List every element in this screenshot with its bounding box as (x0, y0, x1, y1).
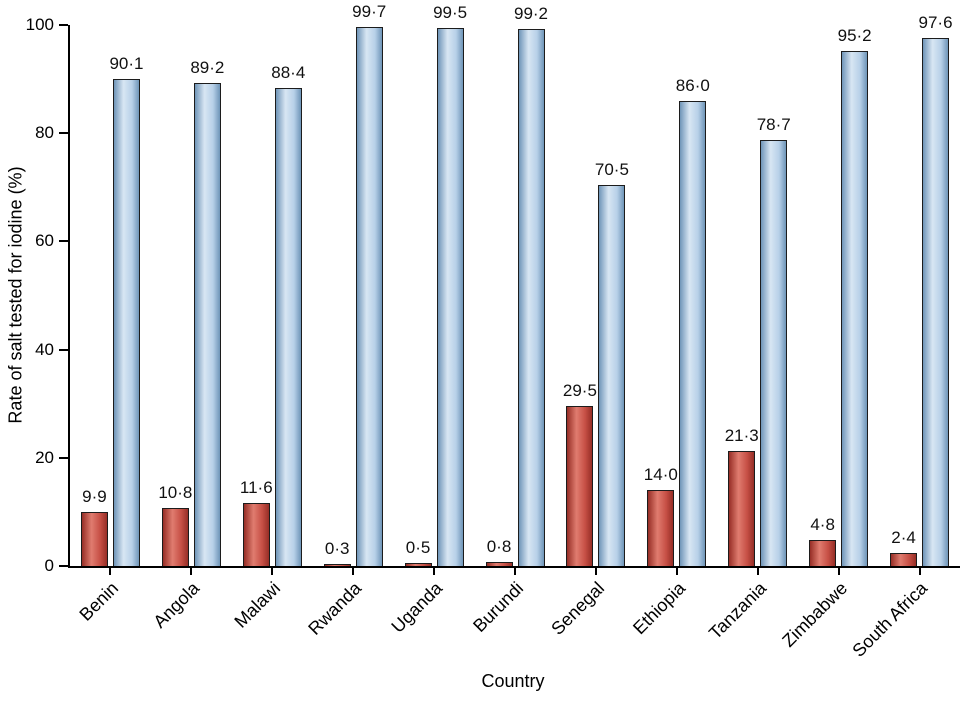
bar-value-tanzania-blue: 78·7 (756, 115, 791, 135)
x-category-label-malawi: Malawi (230, 578, 285, 632)
bar-value-malawi-red: 11·6 (239, 478, 273, 498)
bar-senegal-blue (598, 184, 626, 566)
bar-value-zimbabwe-blue: 95·2 (837, 25, 872, 45)
x-category-label-ethiopia: Ethiopia (628, 578, 689, 639)
x-category-label-senegal: Senegal (547, 578, 609, 639)
y-axis-tick (59, 565, 68, 567)
y-axis-tick (59, 348, 68, 351)
x-category-label-tanzania: Tanzania (704, 578, 770, 644)
x-category-label-uganda: Uganda (387, 578, 447, 637)
bar-senegal-red (566, 406, 594, 566)
bar-value-angola-red: 10·8 (158, 482, 193, 502)
x-category-label-rwanda: Rwanda (304, 578, 366, 639)
y-axis-tick-label: 100 (25, 15, 54, 34)
bar-value-uganda-blue: 99·5 (433, 2, 468, 22)
bar-tanzania-blue (760, 140, 788, 566)
bar-value-ethiopia-blue: 86·0 (675, 75, 710, 95)
x-axis-tick (109, 568, 112, 575)
bar-value-tanzania-red: 21·3 (724, 425, 759, 445)
x-axis-tick (433, 568, 436, 575)
bar-value-rwanda-red: 0·3 (324, 539, 350, 559)
y-axis-tick (59, 240, 68, 243)
y-axis-tick (59, 456, 68, 459)
x-axis-tick (756, 568, 759, 575)
bar-value-ethiopia-red: 14·0 (643, 465, 678, 485)
bar-uganda-red (404, 563, 432, 566)
bar-benin-red (80, 512, 108, 566)
x-axis-tick (271, 568, 274, 575)
bar-value-burundi-blue: 99·2 (513, 4, 549, 24)
y-axis-tick-label: 60 (35, 231, 54, 251)
x-category-label-south-africa: South Africa (848, 578, 932, 661)
x-axis-tick (352, 568, 355, 575)
bar-rwanda-red (323, 564, 351, 566)
bar-value-south-africa-blue: 97·6 (918, 12, 953, 32)
bar-value-uganda-red: 0·5 (405, 538, 431, 558)
bar-value-burundi-red: 0·8 (486, 536, 512, 556)
x-category-label-zimbabwe: Zimbabwe (777, 578, 851, 651)
y-axis-tick-label: 40 (35, 339, 54, 359)
bar-value-rwanda-blue: 99·7 (352, 1, 387, 21)
bar-value-senegal-red: 29·5 (562, 381, 597, 401)
bar-value-south-africa-red: 2·4 (891, 528, 916, 548)
y-axis-tick (59, 24, 68, 26)
y-axis-title: Rate of salt tested for iodine (%) (5, 166, 26, 424)
y-axis-tick-label: 0 (44, 556, 54, 575)
bar-south-africa-red (890, 553, 918, 566)
bar-angola-blue (193, 83, 221, 566)
x-axis-tick (594, 568, 597, 575)
x-axis-tick (514, 568, 516, 575)
bar-angola-red (161, 507, 189, 566)
y-axis-tick-label: 80 (35, 123, 54, 143)
bar-value-zimbabwe-red: 4·8 (810, 515, 835, 535)
bar-malawi-blue (274, 87, 302, 566)
x-axis-title: Country (481, 671, 545, 691)
bar-burundi-blue (517, 29, 545, 566)
x-axis-tick (837, 568, 840, 575)
y-axis-tick (59, 132, 68, 135)
y-axis-tick-label: 20 (35, 447, 54, 467)
bar-value-senegal-blue: 70·5 (594, 159, 629, 179)
plot-area: Benin 9·9 90·1 Angola 10·8 89·2 Malawi 11·6 88·4… (59, 2, 960, 661)
bar-uganda-blue (436, 27, 464, 566)
bar-zimbabwe-blue (841, 50, 869, 566)
bar-value-benin-blue: 90·1 (109, 53, 144, 73)
x-category-label-angola: Angola (149, 578, 204, 632)
x-axis-tick (675, 568, 678, 575)
bar-zimbabwe-red (809, 540, 837, 566)
bar-value-angola-blue: 89·2 (190, 58, 225, 78)
x-axis-tick (190, 568, 193, 575)
bar-south-africa-blue (922, 37, 950, 566)
bar-burundi-red (485, 561, 513, 566)
bar-rwanda-blue (355, 26, 383, 566)
x-category-label-burundi: Burundi (469, 578, 528, 637)
bar-ethiopia-red (647, 490, 675, 566)
bar-tanzania-red (728, 450, 756, 566)
bar-malawi-red (242, 503, 270, 566)
x-category-label-benin: Benin (75, 578, 123, 625)
bar-benin-blue (112, 78, 140, 566)
bar-value-benin-red: 9·9 (82, 487, 107, 507)
bar-value-malawi-blue: 88·4 (271, 62, 306, 82)
bar-ethiopia-blue (679, 100, 707, 566)
x-axis-tick (918, 568, 921, 575)
